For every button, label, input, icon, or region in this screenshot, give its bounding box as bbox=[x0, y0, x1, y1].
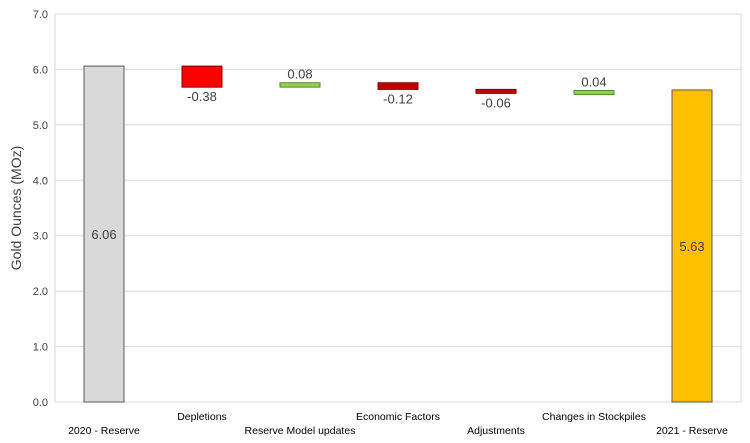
bar-6 bbox=[671, 89, 713, 403]
category-labels: 2020 - Reserve Depletions Reserve Model up… bbox=[68, 411, 728, 437]
data-label-5: 0.04 bbox=[581, 74, 606, 89]
data-label-3: -0.12 bbox=[383, 91, 413, 106]
bars bbox=[83, 65, 713, 403]
data-labels: 6.06 -0.38 0.08 -0.12 -0.06 0.04 5.63 bbox=[91, 67, 704, 254]
category-label-6: 2021 - Reserve bbox=[656, 425, 728, 437]
category-label-5: Changes in Stockpiles bbox=[542, 411, 646, 423]
y-tick-label: 6.0 bbox=[33, 64, 48, 76]
bar-1 bbox=[181, 65, 223, 88]
data-label-2: 0.08 bbox=[287, 67, 312, 82]
bar-5 bbox=[573, 89, 615, 95]
y-tick-label: 1.0 bbox=[33, 342, 48, 354]
y-tick-label: 5.0 bbox=[33, 120, 48, 132]
category-label-2: Reserve Model updates bbox=[245, 425, 356, 437]
y-axis-label: Gold Ounces (MOz) bbox=[8, 146, 24, 270]
y-tick-label: 7.0 bbox=[33, 9, 48, 21]
y-tick-label: 4.0 bbox=[33, 175, 48, 187]
plot-area-border bbox=[54, 13, 742, 403]
y-tick-label: 2.0 bbox=[33, 286, 48, 298]
bar-3 bbox=[377, 82, 419, 90]
category-label-0: 2020 - Reserve bbox=[68, 425, 140, 437]
y-tick-label: 3.0 bbox=[33, 231, 48, 243]
y-axis-ticks: 0.0 1.0 2.0 3.0 4.0 5.0 6.0 7.0 bbox=[33, 9, 48, 409]
data-label-6: 5.63 bbox=[679, 239, 704, 254]
data-label-1: -0.38 bbox=[187, 89, 217, 104]
data-label-4: -0.06 bbox=[481, 95, 511, 110]
bar-2 bbox=[279, 82, 321, 88]
category-label-3: Economic Factors bbox=[356, 411, 440, 423]
category-label-4: Adjustments bbox=[467, 425, 525, 437]
bar-4 bbox=[475, 88, 517, 94]
category-label-1: Depletions bbox=[177, 411, 227, 423]
y-tick-label: 0.0 bbox=[33, 397, 48, 409]
gridlines bbox=[55, 13, 741, 348]
data-label-0: 6.06 bbox=[91, 227, 116, 242]
bar-0 bbox=[83, 65, 125, 403]
